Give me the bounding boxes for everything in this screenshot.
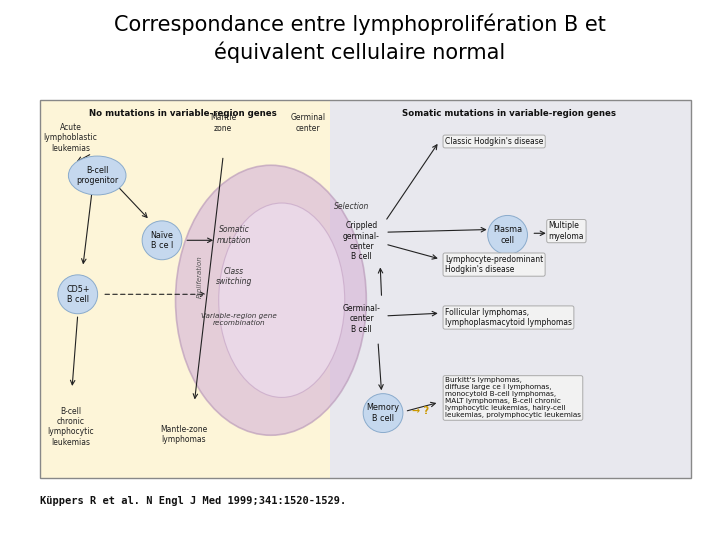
Ellipse shape <box>142 221 182 260</box>
Ellipse shape <box>363 394 403 433</box>
Text: Germinal
center: Germinal center <box>291 113 325 133</box>
Text: CD5+
B cell: CD5+ B cell <box>66 285 89 304</box>
Text: Naïve
B ce l: Naïve B ce l <box>150 231 174 250</box>
Text: Class
switching: Class switching <box>216 267 252 286</box>
Text: Classic Hodgkin's disease: Classic Hodgkin's disease <box>445 137 544 146</box>
Text: Multiple
myeloma: Multiple myeloma <box>549 221 584 241</box>
FancyBboxPatch shape <box>40 100 330 478</box>
Text: Mantle-zone
lymphomas: Mantle-zone lymphomas <box>160 425 207 444</box>
Ellipse shape <box>219 203 345 397</box>
Ellipse shape <box>58 275 98 314</box>
Text: Lymphocyte-predominant
Hodgkin's disease: Lymphocyte-predominant Hodgkin's disease <box>445 255 543 274</box>
Text: B-cell
chronic
lymphocytic
leukemias: B-cell chronic lymphocytic leukemias <box>48 407 94 447</box>
Ellipse shape <box>68 156 126 195</box>
Ellipse shape <box>487 215 528 254</box>
Text: Mantle
zone: Mantle zone <box>210 113 236 133</box>
Text: Acute
lymphoblastic
leukemias: Acute lymphoblastic leukemias <box>44 123 97 153</box>
Ellipse shape <box>176 165 366 435</box>
Text: Küppers R et al. N Engl J Med 1999;341:1520-1529.: Küppers R et al. N Engl J Med 1999;341:1… <box>40 496 346 506</box>
Text: Selection: Selection <box>333 202 369 211</box>
Text: B-cell
progenitor: B-cell progenitor <box>76 166 118 185</box>
FancyBboxPatch shape <box>330 100 691 478</box>
Text: Burkitt's lymphomas,
diffuse large ce l lymphomas,
monocytoid B-cell lymphomas,
: Burkitt's lymphomas, diffuse large ce l … <box>445 377 581 418</box>
Text: Crippled
germinal-
center
B cell: Crippled germinal- center B cell <box>343 221 380 261</box>
Text: Correspondance entre lymphoprolifération B et
équivalent cellulaire normal: Correspondance entre lymphoprolifération… <box>114 14 606 63</box>
Text: Variable-region gene
recombination: Variable-region gene recombination <box>201 313 277 326</box>
Text: Memory
B cell: Memory B cell <box>366 403 400 423</box>
Text: Plasma
cell: Plasma cell <box>493 225 522 245</box>
Text: Somatic
mutation: Somatic mutation <box>217 225 251 245</box>
Text: Somatic mutations in variable-region genes: Somatic mutations in variable-region gen… <box>402 109 616 118</box>
Text: → ?: → ? <box>412 407 429 416</box>
Text: No mutations in variable-region genes: No mutations in variable-region genes <box>89 109 276 118</box>
Text: Germinal-
center
B cell: Germinal- center B cell <box>343 303 380 334</box>
Text: Proliferation: Proliferation <box>197 255 203 298</box>
Text: Follicular lymphomas,
lymphoplasmacytoid lymphomas: Follicular lymphomas, lymphoplasmacytoid… <box>445 308 572 327</box>
